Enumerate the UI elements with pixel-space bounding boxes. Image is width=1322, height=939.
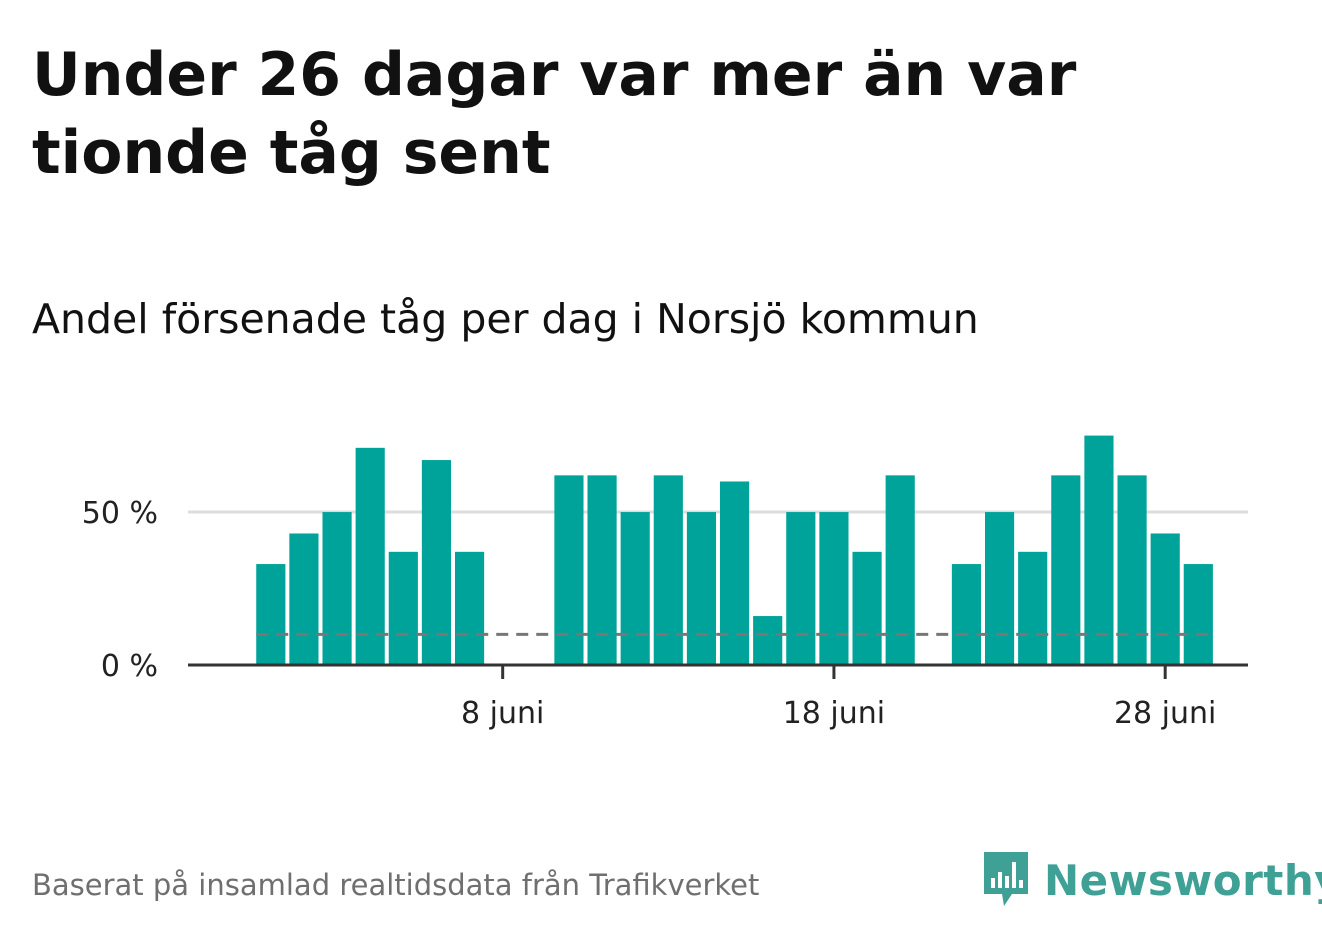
bar-day-6 <box>421 460 452 665</box>
bar-day-25 <box>1051 475 1081 665</box>
bar-day-3 <box>322 512 352 665</box>
bar-day-12 <box>620 512 650 665</box>
x-axis-ticks: 8 juni 18 juni 28 juni <box>461 665 1216 731</box>
bar-day-29 <box>1183 564 1213 665</box>
newsworthy-logo: Newsworthy <box>980 850 1322 910</box>
newsworthy-logo-icon <box>984 852 1028 906</box>
bar-day-15 <box>719 481 750 665</box>
x-tick-label-18: 18 juni <box>783 696 885 731</box>
x-tick-label-28: 28 juni <box>1114 696 1216 731</box>
y-tick-label-50: 50 % <box>82 496 158 531</box>
bar-chart: 0 % 50 % 8 juni 18 juni 28 juni <box>82 435 1248 731</box>
bar-day-28 <box>1150 533 1180 665</box>
bar-day-4 <box>355 447 385 665</box>
bar-day-1 <box>256 564 286 665</box>
bar-day-24 <box>1018 551 1048 665</box>
bar-day-27 <box>1117 475 1147 665</box>
bars <box>256 435 1213 665</box>
bar-day-2 <box>289 533 319 665</box>
bar-day-22 <box>951 564 982 665</box>
y-axis-ticks: 0 % 50 % <box>82 496 158 684</box>
bar-day-17 <box>786 512 816 665</box>
bar-day-18 <box>819 512 849 665</box>
y-tick-label-0: 0 % <box>101 649 158 684</box>
bar-day-19 <box>852 551 882 665</box>
source-note: Baserat på insamlad realtidsdata från Tr… <box>32 868 760 902</box>
bar-day-5 <box>388 551 418 665</box>
bar-day-10 <box>554 475 584 665</box>
bar-day-16 <box>753 616 783 665</box>
bar-day-7 <box>454 551 485 665</box>
chart-title: Under 26 dagar var mer än var tionde tåg… <box>32 40 1077 188</box>
bar-day-20 <box>885 475 915 665</box>
bar-day-23 <box>984 512 1015 665</box>
x-tick-label-8: 8 juni <box>461 696 544 731</box>
bar-day-11 <box>587 475 617 665</box>
chart-subtitle: Andel försenade tåg per dag i Norsjö kom… <box>32 295 979 343</box>
bar-day-26 <box>1084 435 1114 665</box>
logo-wordmark: Newsworthy <box>1044 855 1322 905</box>
bar-day-13 <box>653 475 683 665</box>
bar-day-14 <box>686 512 717 665</box>
